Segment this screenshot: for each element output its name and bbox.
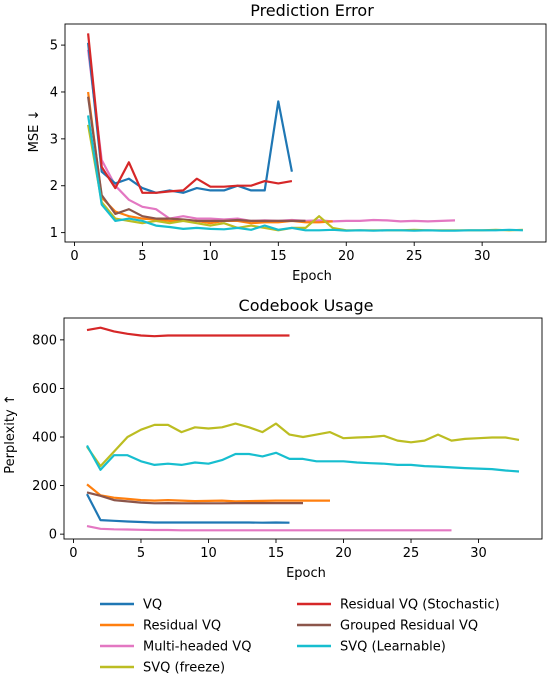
legend-item-svq-learnable: SVQ (Learnable)	[297, 640, 446, 655]
chart-title: Codebook Usage	[239, 296, 374, 315]
series-line-residual-vq	[87, 91, 333, 225]
legend-item-residual-vq-stochastic: Residual VQ (Stochastic)	[297, 598, 500, 613]
series-lines	[87, 33, 523, 232]
series-lines	[86, 326, 520, 532]
x-tick-label: 5	[137, 546, 145, 561]
y-axis-label: Perplexity ↑	[3, 394, 18, 473]
prediction-error-chart: Prediction Error MSE ↓ Epoch 0 5 10 15 20 25 3…	[27, 1, 547, 284]
y-tick-label: 3	[50, 132, 58, 147]
legend-label: Multi-headed VQ	[143, 640, 251, 655]
legend: VQ Residual VQ (Stochastic) Residual VQ Gro…	[100, 598, 500, 676]
legend-item-svq-freeze: SVQ (freeze)	[100, 661, 225, 676]
series-line-residual-vq	[86, 483, 330, 503]
x-tick-label: 10	[202, 249, 219, 264]
y-tick-label: 600	[32, 382, 57, 397]
y-tick-label: 1	[50, 226, 58, 241]
x-tick-label: 30	[470, 546, 487, 561]
x-tick-label: 5	[138, 249, 146, 264]
series-line-svq-learnable	[87, 115, 523, 232]
legend-label: Residual VQ (Stochastic)	[340, 598, 500, 613]
series-line-vq	[87, 42, 293, 194]
series-line-svq-freeze	[86, 422, 520, 468]
x-axis-label: Epoch	[286, 566, 326, 581]
y-tick-label: 400	[32, 431, 57, 446]
series-line-multi-headed-vq	[86, 525, 452, 532]
y-tick-label: 2	[50, 179, 58, 194]
series-line-grouped-residual-vq	[87, 96, 306, 222]
codebook-usage-chart: Codebook Usage Perplexity ↑ Epoch 0 5 10 15…	[3, 296, 543, 581]
series-line-multi-headed-vq	[87, 49, 456, 223]
y-axis-label: MSE ↓	[27, 110, 42, 153]
legend-item-vq: VQ	[100, 598, 162, 613]
y-tick-label: 5	[50, 39, 58, 54]
legend-item-residual-vq: Residual VQ	[100, 619, 221, 634]
x-tick-label: 0	[69, 546, 77, 561]
legend-item-grouped-residual-vq: Grouped Residual VQ	[297, 619, 478, 634]
series-line-svq-freeze	[87, 124, 523, 232]
y-tick-label: 800	[32, 333, 57, 348]
legend-item-multi-headed-vq: Multi-headed VQ	[100, 640, 251, 655]
x-tick-label: 25	[406, 249, 423, 264]
x-axis-label: Epoch	[292, 269, 332, 284]
x-tick-label: 10	[200, 546, 217, 561]
y-tick-label: 0	[49, 528, 57, 543]
legend-label: SVQ (Learnable)	[340, 640, 446, 655]
tick-group: 0 5 10 15 20 25 30 1 2 3 4 5	[50, 39, 491, 264]
x-tick-label: 25	[403, 546, 420, 561]
x-tick-label: 20	[335, 546, 352, 561]
series-line-grouped-residual-vq	[86, 491, 303, 505]
tick-group: 0 5 10 15 20 25 30 0 200 400 600 800	[32, 333, 487, 561]
x-tick-label: 15	[270, 249, 287, 264]
series-line-residual-vq-stochastic	[87, 33, 293, 194]
chart-title: Prediction Error	[250, 1, 374, 20]
legend-label: Grouped Residual VQ	[340, 619, 478, 634]
legend-label: VQ	[143, 598, 162, 613]
plot-frame	[63, 317, 543, 540]
legend-label: Residual VQ	[143, 619, 221, 634]
y-tick-label: 200	[32, 479, 57, 494]
series-line-residual-vq-stochastic	[86, 326, 290, 338]
series-line-vq	[86, 493, 290, 524]
plot-frame	[64, 23, 547, 243]
y-tick-label: 4	[50, 85, 58, 100]
x-tick-label: 20	[338, 249, 355, 264]
x-tick-label: 15	[268, 546, 285, 561]
x-tick-label: 0	[70, 249, 78, 264]
series-line-svq-learnable	[86, 444, 520, 473]
legend-label: SVQ (freeze)	[143, 661, 225, 676]
x-tick-label: 30	[474, 249, 491, 264]
